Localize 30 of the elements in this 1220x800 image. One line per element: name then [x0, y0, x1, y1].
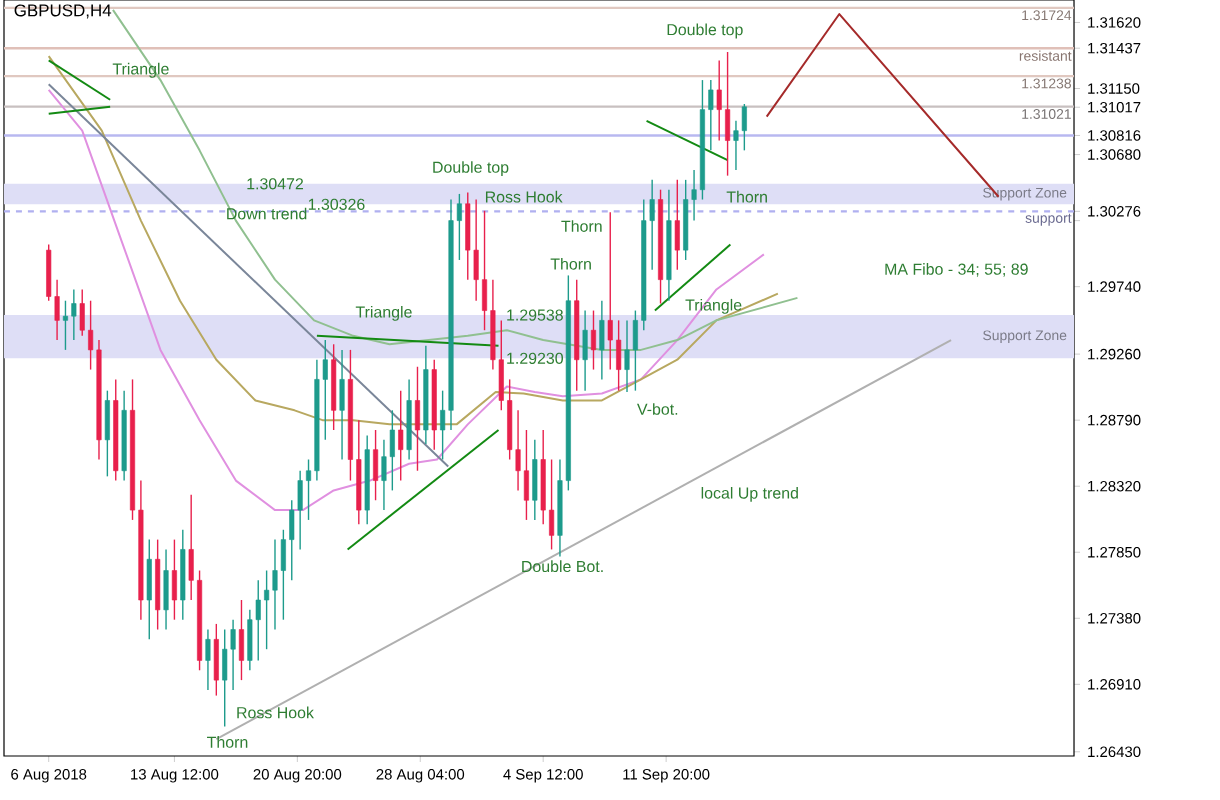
- candlestick: [624, 319, 630, 393]
- candlestick: [104, 389, 110, 478]
- candlestick: [674, 179, 680, 271]
- candlestick: [373, 429, 379, 501]
- candlestick: [532, 439, 538, 521]
- chart-title: GBPUSD,H4: [14, 4, 112, 19]
- candlestick: [146, 538, 152, 641]
- candlestick: [238, 599, 244, 681]
- candlestick: [171, 538, 177, 621]
- candlestick: [230, 619, 236, 691]
- candlestick: [599, 300, 605, 381]
- candlestick: [272, 538, 278, 631]
- candlestick: [398, 389, 404, 482]
- candlestick: [523, 429, 529, 521]
- candlestick: [213, 623, 219, 697]
- candlestick: [163, 548, 169, 631]
- line-series: [47, 88, 765, 512]
- candlestick: [465, 191, 471, 281]
- candlestick: [205, 628, 211, 691]
- candlestick: [297, 470, 303, 551]
- candlestick: [71, 288, 77, 341]
- candlestick: [582, 309, 588, 392]
- candlestick: [716, 59, 722, 142]
- candlestick: [389, 409, 395, 492]
- candlestick: [339, 349, 345, 461]
- candlestick: [414, 366, 421, 472]
- candlestick: [222, 628, 228, 728]
- line-series: [111, 8, 799, 351]
- candlestick: [741, 103, 747, 152]
- candlestick: [590, 309, 597, 371]
